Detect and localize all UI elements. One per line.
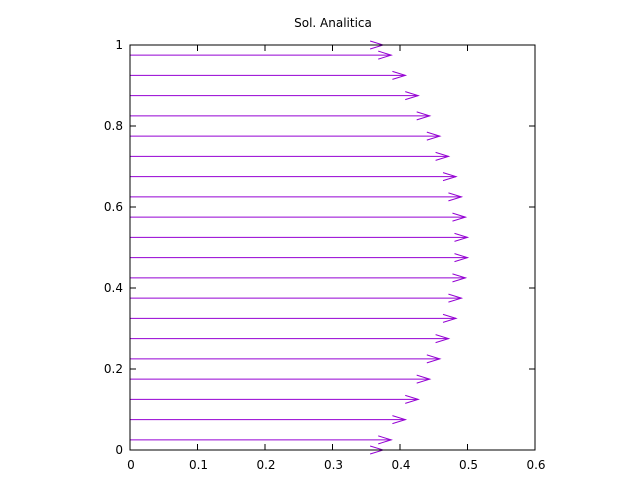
vector-arrow — [130, 232, 470, 242]
y-tick-label: 0 — [115, 443, 123, 457]
vector-arrow — [130, 172, 458, 182]
x-tick-label: 0.4 — [391, 458, 410, 472]
y-axis: 0 0.2 0.4 0.6 0.8 1 — [104, 38, 535, 457]
x-tick-label: 0.3 — [324, 458, 343, 472]
y-tick-label: 0.8 — [104, 119, 123, 133]
vector-arrow — [130, 354, 442, 364]
y-tick-label: 0.6 — [104, 200, 123, 214]
x-tick-label: 0.2 — [256, 458, 275, 472]
vector-arrow — [130, 253, 470, 263]
vector-arrow — [130, 212, 468, 222]
vector-arrow — [130, 151, 451, 161]
chart-title: Sol. Analitica — [294, 16, 372, 30]
vector-arrow — [130, 374, 432, 384]
x-tick-label: 0.5 — [459, 458, 478, 472]
vector-arrow — [130, 313, 458, 323]
vector-arrow — [130, 435, 393, 445]
y-tick-label: 0.4 — [104, 281, 123, 295]
vector-arrow — [130, 50, 393, 60]
x-tick-label: 0 — [127, 458, 135, 472]
vector-arrow — [130, 192, 464, 202]
vector-arrow — [130, 70, 408, 80]
vector-arrow — [130, 394, 420, 404]
vector-arrow — [130, 111, 432, 121]
x-axis: 0 0.1 0.2 0.3 0.4 0.5 0.6 — [127, 45, 546, 472]
x-tick-label: 0.6 — [526, 458, 545, 472]
y-tick-label: 1 — [115, 38, 123, 52]
y-tick-label: 0.2 — [104, 362, 123, 376]
vector-arrow — [130, 91, 420, 101]
x-tick-label: 0.1 — [189, 458, 208, 472]
vector-arrow — [130, 415, 408, 425]
arrow-series — [130, 40, 470, 455]
plot-frame — [129, 44, 536, 451]
vector-arrow — [130, 293, 464, 303]
vector-arrow — [130, 334, 451, 344]
vector-arrow — [130, 273, 468, 283]
vector-arrow — [130, 131, 442, 141]
